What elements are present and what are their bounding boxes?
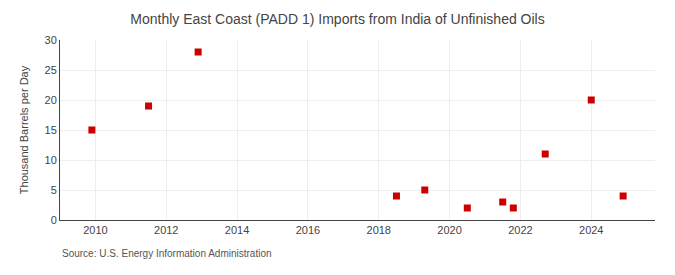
svg-text:10: 10 xyxy=(45,154,57,166)
svg-text:Monthly East Coast (PADD 1) Im: Monthly East Coast (PADD 1) Imports from… xyxy=(130,11,544,27)
svg-text:2014: 2014 xyxy=(225,224,249,236)
svg-text:5: 5 xyxy=(51,184,57,196)
svg-text:2018: 2018 xyxy=(367,224,391,236)
svg-text:30: 30 xyxy=(45,34,57,46)
svg-text:2020: 2020 xyxy=(437,224,461,236)
svg-text:0: 0 xyxy=(51,214,57,226)
svg-text:25: 25 xyxy=(45,64,57,76)
svg-text:Source: U.S. Energy Informatio: Source: U.S. Energy Information Administ… xyxy=(62,248,272,259)
svg-text:2016: 2016 xyxy=(296,224,320,236)
svg-text:2012: 2012 xyxy=(154,224,178,236)
svg-text:2024: 2024 xyxy=(579,224,603,236)
svg-text:2022: 2022 xyxy=(508,224,532,236)
svg-text:Thousand Barrels per Day: Thousand Barrels per Day xyxy=(18,65,30,194)
svg-text:15: 15 xyxy=(45,124,57,136)
svg-text:20: 20 xyxy=(45,94,57,106)
svg-text:2010: 2010 xyxy=(83,224,107,236)
